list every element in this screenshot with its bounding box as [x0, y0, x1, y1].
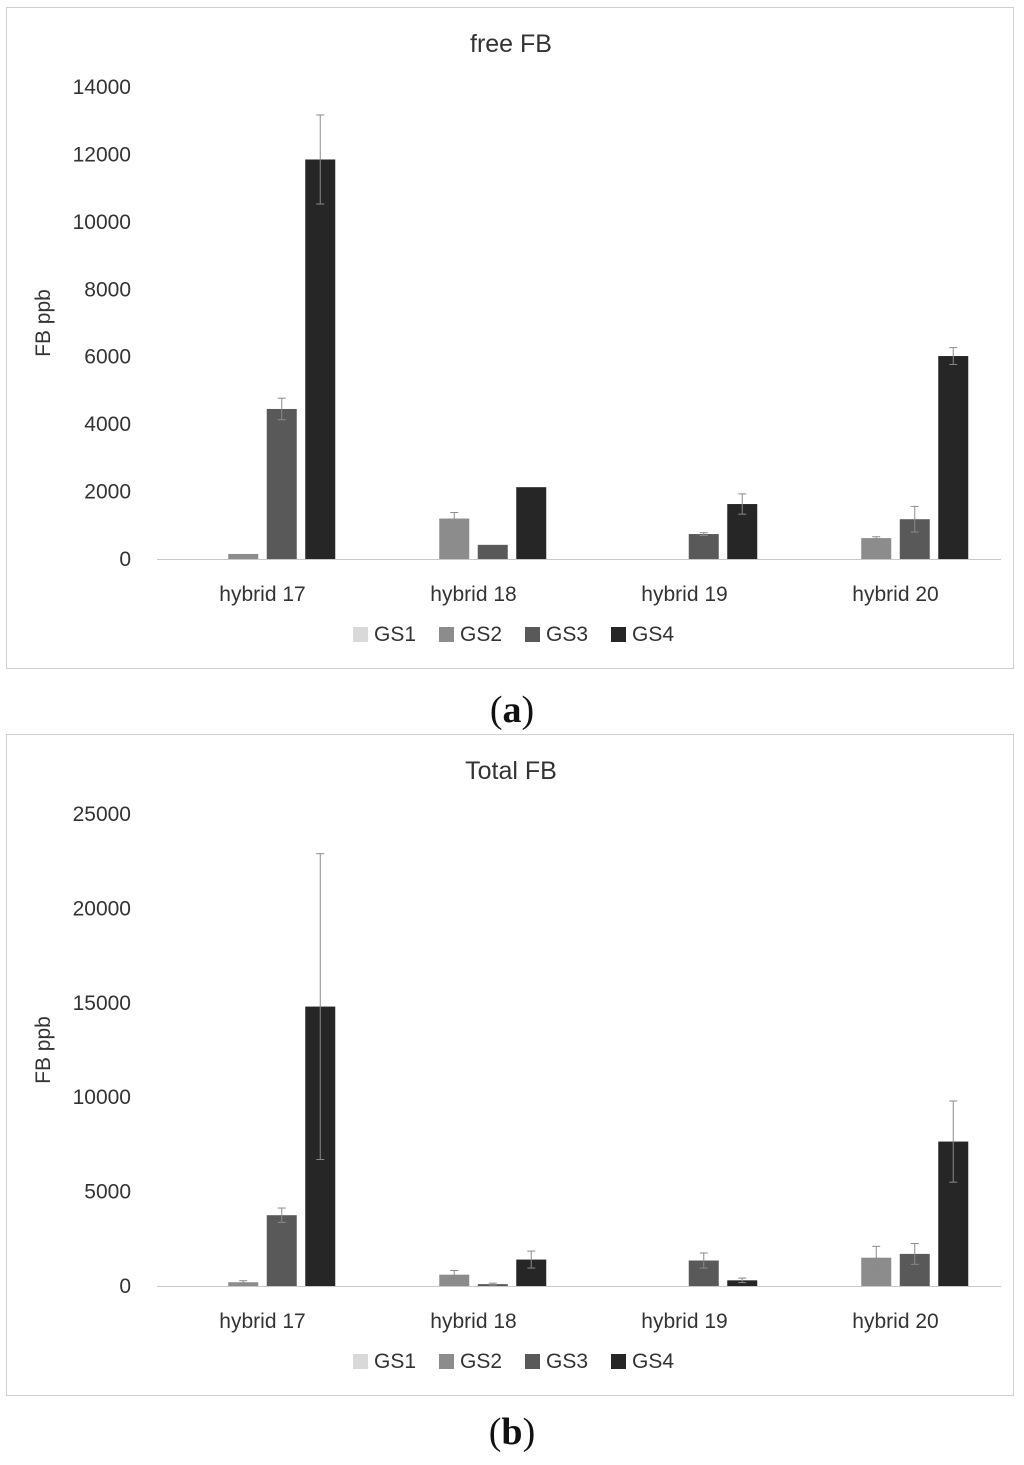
legend-swatch-gs3: [525, 1354, 540, 1369]
legend-label-gs2: GS2: [460, 1350, 502, 1373]
legend-label-gs3: GS3: [546, 1350, 588, 1373]
bar-gs4-hybrid-19: [727, 1280, 758, 1286]
y-tick-label: 25000: [73, 803, 131, 826]
x-tick-label: hybrid 17: [219, 1310, 305, 1333]
caption-a-letter: a: [502, 689, 522, 731]
y-tick-label: 6000: [84, 346, 131, 369]
legend-label-gs2: GS2: [460, 623, 502, 646]
free-fb-chart: free FB FB ppb 0 2000 4000 6000 8000 10000 12000…: [32, 30, 1001, 646]
caption-b-letter: b: [501, 1411, 523, 1453]
x-tick-label: hybrid 19: [641, 583, 727, 606]
caption-b: (b): [488, 1411, 536, 1453]
y-tick-label: 14000: [73, 76, 131, 99]
y-axis-label: FB ppb: [32, 289, 55, 357]
x-tick-label: hybrid 18: [430, 1310, 516, 1333]
y-tick-label: 15000: [73, 992, 131, 1015]
caption-a: (a): [489, 689, 535, 731]
legend-label-gs1: GS1: [374, 623, 416, 646]
chart-title: Total FB: [465, 757, 557, 785]
x-tick-label: hybrid 20: [852, 583, 938, 606]
x-tick-label: hybrid 19: [641, 1310, 727, 1333]
x-tick-label: hybrid 18: [430, 583, 516, 606]
bar-gs4-hybrid-17: [305, 159, 336, 559]
x-tick-label: hybrid 17: [219, 583, 305, 606]
bar-gs3-hybrid-19: [688, 534, 719, 559]
legend-swatch-gs4: [611, 627, 626, 642]
legend-swatch-gs3: [525, 627, 540, 642]
chart-panel-total-fb: Total FB FB ppb 0 5000 10000 15000 20000 25000 h…: [6, 734, 1014, 1396]
legend-swatch-gs1: [353, 1354, 368, 1369]
y-tick-label: 5000: [84, 1181, 131, 1204]
total-fb-chart: Total FB FB ppb 0 5000 10000 15000 20000 25000 h…: [32, 757, 1001, 1373]
bar-gs3-hybrid-17: [266, 408, 297, 559]
bar-gs4-hybrid-18: [516, 487, 547, 559]
y-tick-label: 8000: [84, 278, 131, 301]
bar-gs4-hybrid-20: [938, 356, 969, 559]
chart-title: free FB: [470, 30, 552, 58]
y-tick-label: 0: [119, 548, 131, 571]
y-tick-label: 0: [119, 1275, 131, 1298]
y-tick-label: 2000: [84, 481, 131, 504]
y-tick-label: 12000: [73, 143, 131, 166]
legend-label-gs4: GS4: [632, 623, 674, 646]
legend-label-gs1: GS1: [374, 1350, 416, 1373]
bar-gs2-hybrid-18: [439, 1274, 470, 1286]
y-axis-label: FB ppb: [32, 1016, 55, 1084]
legend-swatch-gs4: [611, 1354, 626, 1369]
bar-gs2-hybrid-18: [439, 518, 470, 559]
bar-gs3-hybrid-17: [266, 1215, 297, 1286]
y-tick-label: 10000: [73, 1086, 131, 1109]
legend-swatch-gs2: [439, 1354, 454, 1369]
legend-swatch-gs1: [353, 627, 368, 642]
y-tick-label: 4000: [84, 413, 131, 436]
bar-gs3-hybrid-18: [477, 544, 508, 559]
bar-gs2-hybrid-17: [228, 553, 259, 559]
bar-gs2-hybrid-20: [861, 538, 892, 559]
x-tick-label: hybrid 20: [852, 1310, 938, 1333]
legend-swatch-gs2: [439, 627, 454, 642]
legend-label-gs4: GS4: [632, 1350, 674, 1373]
y-tick-label: 10000: [73, 211, 131, 234]
chart-panel-free-fb: free FB FB ppb 0 2000 4000 6000 8000 10000 12000…: [6, 7, 1014, 669]
y-tick-label: 20000: [73, 897, 131, 920]
legend-label-gs3: GS3: [546, 623, 588, 646]
